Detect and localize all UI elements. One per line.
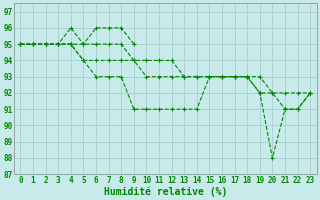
X-axis label: Humidité relative (%): Humidité relative (%) bbox=[104, 186, 227, 197]
